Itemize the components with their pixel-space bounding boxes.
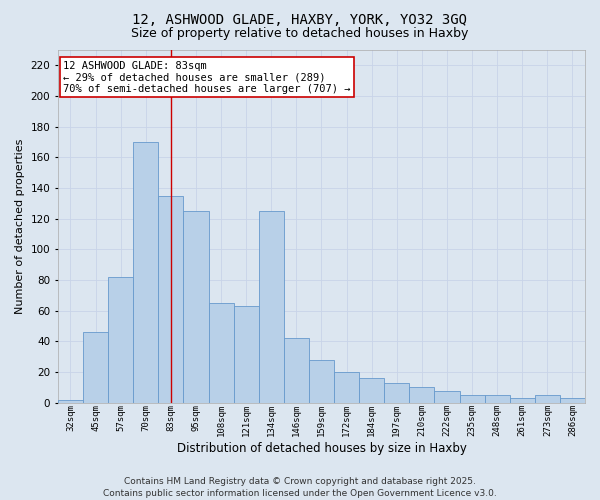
Bar (409, 388, 434, 403)
Bar (133, 142, 158, 403)
Bar (184, 211, 209, 403)
Text: 12 ASHWOOD GLADE: 83sqm
← 29% of detached houses are smaller (289)
70% of semi-d: 12 ASHWOOD GLADE: 83sqm ← 29% of detache… (63, 60, 351, 94)
Bar (158, 196, 184, 403)
Text: Contains HM Land Registry data © Crown copyright and database right 2025.
Contai: Contains HM Land Registry data © Crown c… (103, 476, 497, 498)
Bar (233, 306, 259, 403)
Bar (209, 303, 233, 403)
Bar (284, 338, 309, 403)
Bar (535, 395, 560, 403)
Bar (359, 378, 384, 403)
Bar (58, 400, 83, 403)
Bar (83, 332, 108, 403)
Bar (384, 383, 409, 403)
Bar (259, 211, 284, 403)
Text: Size of property relative to detached houses in Haxby: Size of property relative to detached ho… (131, 28, 469, 40)
X-axis label: Distribution of detached houses by size in Haxby: Distribution of detached houses by size … (176, 442, 466, 455)
Bar (510, 398, 535, 403)
Bar (108, 277, 133, 403)
Bar (334, 372, 359, 403)
Bar (309, 360, 334, 403)
Bar (485, 395, 510, 403)
Bar (560, 398, 585, 403)
Text: 12, ASHWOOD GLADE, HAXBY, YORK, YO32 3GQ: 12, ASHWOOD GLADE, HAXBY, YORK, YO32 3GQ (133, 12, 467, 26)
Y-axis label: Number of detached properties: Number of detached properties (15, 138, 25, 314)
Bar (460, 395, 485, 403)
Bar (434, 390, 460, 403)
